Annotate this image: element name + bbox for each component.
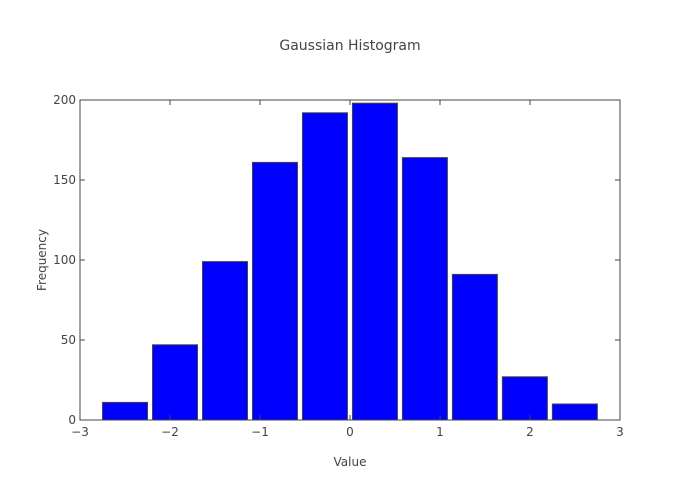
bars-layer	[102, 102, 598, 421]
y-tick-label: 50	[61, 333, 76, 347]
histogram-bar	[551, 403, 598, 421]
histogram-bar	[401, 157, 448, 421]
histogram-bar	[351, 102, 398, 421]
histogram-bar	[102, 401, 149, 421]
x-tick-label: 0	[346, 425, 354, 439]
y-tick-label: 0	[68, 413, 76, 427]
x-tick-label: −3	[71, 425, 89, 439]
y-tick-label: 200	[53, 93, 76, 107]
histogram-bar	[501, 376, 548, 421]
ticks-layer: −3 −2 −1 0 1 2 3 0 50 100 150 200	[53, 93, 624, 439]
histogram-bar	[152, 344, 199, 421]
x-tick-label: 2	[526, 425, 534, 439]
x-axis-label: Value	[334, 455, 367, 469]
x-tick-label: 1	[436, 425, 444, 439]
x-tick-label: −2	[161, 425, 179, 439]
y-tick-label: 100	[53, 253, 76, 267]
y-axis-label: Frequency	[35, 229, 49, 291]
histogram-bar	[301, 112, 348, 421]
x-tick-label: 3	[616, 425, 624, 439]
histogram-bar	[202, 261, 248, 421]
histogram-bar	[451, 273, 498, 421]
y-tick-label: 150	[53, 173, 76, 187]
x-tick-label: −1	[251, 425, 269, 439]
chart-title: Gaussian Histogram	[279, 38, 420, 54]
histogram-bar	[251, 161, 298, 421]
